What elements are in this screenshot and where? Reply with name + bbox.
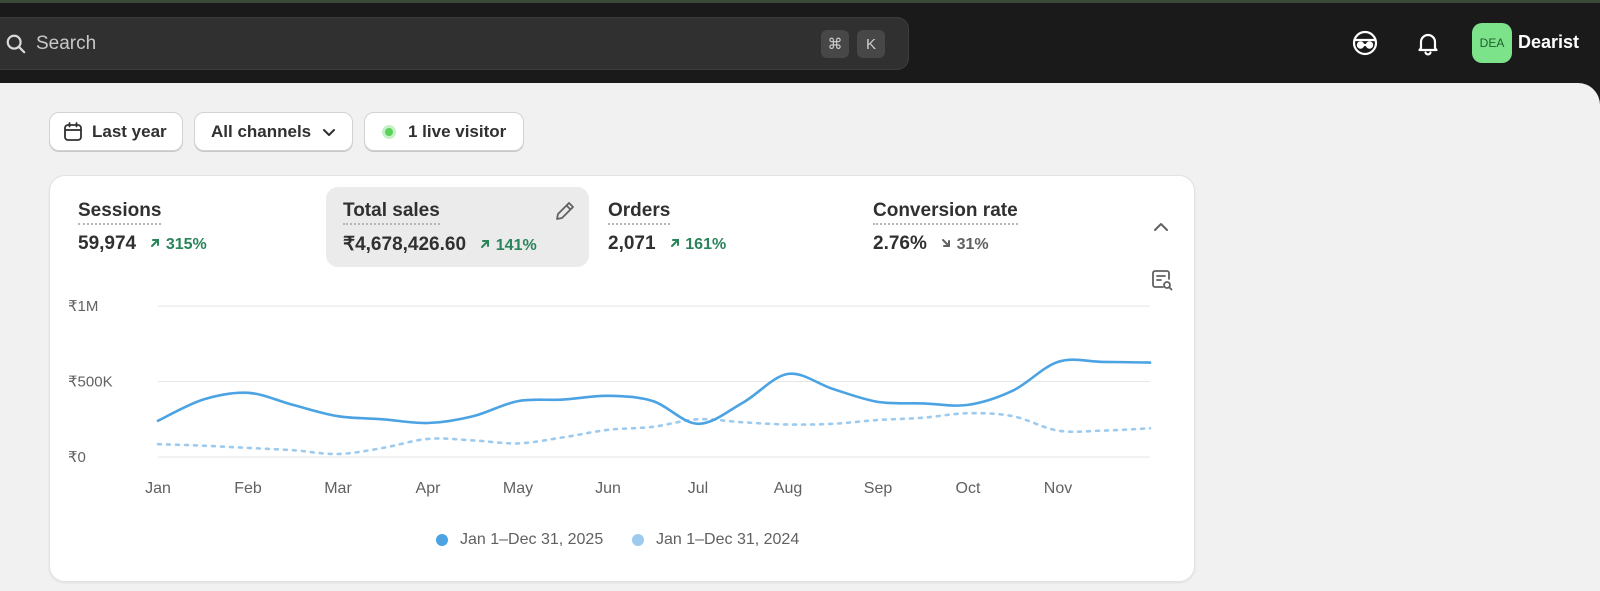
- x-tick-label: Jul: [688, 480, 708, 497]
- metric-label: Orders: [608, 200, 671, 225]
- top-bar: Search ⌘ K DEA Dearist: [0, 0, 1600, 86]
- date-range-label: Last year: [92, 121, 167, 141]
- metric-label: Total sales: [343, 200, 440, 225]
- metric-change-value: 161%: [685, 236, 727, 253]
- legend-swatch-previous: [632, 534, 644, 546]
- y-tick-label: ₹0: [68, 449, 86, 466]
- metric-label: Conversion rate: [873, 200, 1018, 225]
- x-tick-label: Nov: [1044, 480, 1072, 497]
- x-tick-label: Jan: [145, 480, 171, 497]
- metrics-chart-card: Sessions 59,974 315% Total sales ₹4,678,…: [49, 175, 1195, 582]
- metric-value-row: 2.76% 31%: [873, 233, 989, 255]
- date-range-button[interactable]: Last year: [49, 112, 183, 151]
- live-indicator-dot: [382, 124, 396, 139]
- x-tick-label: Jun: [595, 480, 621, 497]
- chart-analyze-icon[interactable]: [1150, 268, 1174, 292]
- search-bar[interactable]: Search ⌘ K: [0, 17, 909, 70]
- legend-swatch-current: [436, 534, 448, 546]
- x-tick-label: Sep: [864, 480, 893, 497]
- arrow-up-right-icon: [670, 239, 679, 247]
- arrow-up-right-icon: [151, 239, 160, 247]
- live-visitor-button[interactable]: 1 live visitor: [364, 112, 524, 151]
- y-tick-label: ₹500K: [68, 374, 113, 391]
- series-line-previous: [156, 411, 1152, 456]
- x-tick-label: Feb: [234, 480, 262, 497]
- metric-conversion-rate[interactable]: Conversion rate 2.76% 31%: [856, 187, 1119, 267]
- metric-change: 161%: [669, 236, 726, 253]
- chevron-down-icon: [323, 128, 336, 136]
- x-tick-label: Aug: [774, 480, 802, 497]
- chart-x-axis: Jan Feb Mar Apr May Jun Jul Aug Sep Oct Nov: [145, 480, 1072, 497]
- chevron-up-icon[interactable]: [1150, 216, 1172, 238]
- arrow-up-right-icon: [481, 240, 490, 248]
- metric-change-value: 141%: [495, 237, 537, 254]
- metric-value-row: 2,071 161%: [608, 233, 726, 255]
- channels-dropdown[interactable]: All channels: [194, 112, 353, 151]
- main-content: Last year All channels 1 live visitor Se…: [0, 83, 1600, 591]
- store-name[interactable]: Dearist: [1518, 32, 1580, 52]
- metric-total-sales[interactable]: Total sales ₹4,678,426.60 141%: [326, 187, 589, 267]
- channels-label: All channels: [211, 121, 312, 141]
- metric-value-row: ₹4,678,426.60 141%: [343, 233, 537, 256]
- chart-series: [156, 358, 1152, 456]
- search-placeholder: Search: [36, 33, 97, 54]
- metric-change: 315%: [149, 236, 207, 253]
- metric-value: ₹4,678,426.60: [343, 234, 467, 255]
- legend-label-current: Jan 1–Dec 31, 2025: [460, 531, 604, 548]
- legend-item-current[interactable]: Jan 1–Dec 31, 2025: [436, 531, 603, 549]
- live-visitor-label: 1 live visitor: [408, 121, 507, 141]
- x-tick-label: Mar: [324, 480, 352, 497]
- chart-y-axis: ₹1M ₹500K ₹0: [68, 298, 113, 466]
- chart-grid: [158, 305, 1150, 458]
- arrow-down-right-icon: [942, 239, 951, 247]
- metric-value: 59,974: [78, 233, 137, 254]
- metric-value-row: 59,974 315%: [78, 233, 207, 255]
- metric-value: 2.76%: [873, 233, 927, 254]
- metric-label: Sessions: [78, 200, 162, 225]
- metric-change: 141%: [479, 237, 537, 254]
- legend-item-previous[interactable]: Jan 1–Dec 31, 2024: [632, 531, 799, 549]
- incognito-mask-icon[interactable]: [1351, 29, 1379, 57]
- legend-label-previous: Jan 1–Dec 31, 2024: [656, 531, 800, 548]
- shortcut-k-key: K: [857, 30, 885, 58]
- y-tick-label: ₹1M: [68, 298, 98, 315]
- metric-value: 2,071: [608, 233, 656, 254]
- metric-change-value: 315%: [165, 236, 207, 253]
- series-line-current: [156, 358, 1152, 426]
- pencil-edit-icon[interactable]: [553, 199, 577, 223]
- metric-sessions[interactable]: Sessions 59,974 315%: [61, 187, 324, 267]
- top-accent-line: [0, 0, 1600, 3]
- sales-line-chart: ₹1M ₹500K ₹0 Jan Feb Mar Apr May Jun Jul Aug Sep Oc…: [68, 298, 1152, 497]
- metric-change: 31%: [940, 236, 989, 253]
- metric-orders[interactable]: Orders 2,071 161%: [591, 187, 854, 267]
- search-icon: [6, 34, 26, 54]
- x-tick-label: Oct: [956, 480, 981, 497]
- shortcut-cmd-key: ⌘: [821, 30, 849, 58]
- store-avatar[interactable]: DEA: [1472, 23, 1512, 63]
- notification-bell-icon[interactable]: [1414, 29, 1442, 57]
- metric-change-value: 31%: [956, 236, 989, 253]
- x-tick-label: Apr: [416, 480, 442, 497]
- x-tick-label: May: [503, 480, 533, 497]
- calendar-icon: [64, 121, 82, 141]
